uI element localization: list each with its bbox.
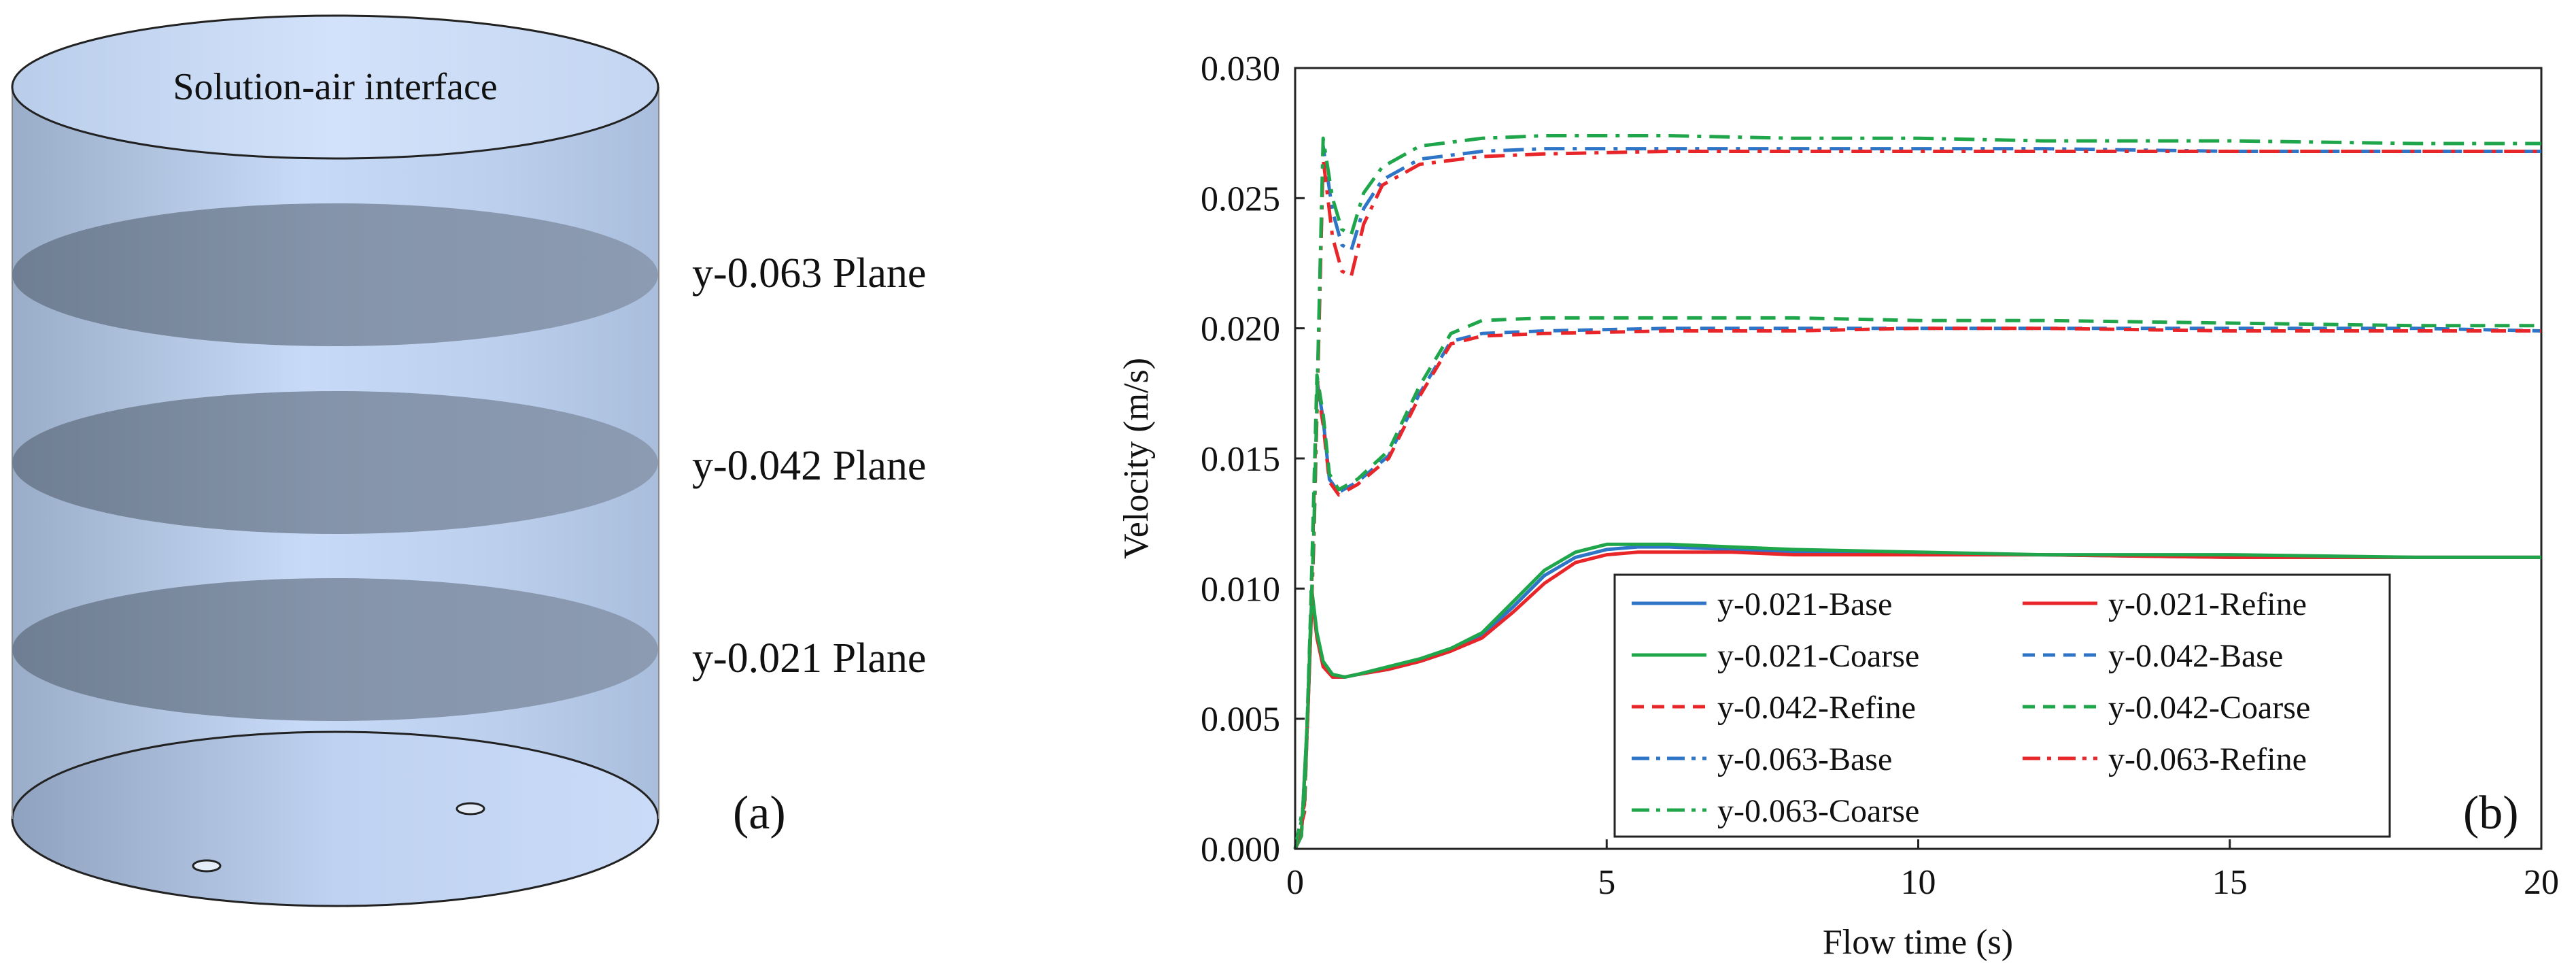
cylinder-bottom	[11, 730, 659, 907]
solution-air-interface	[11, 14, 659, 160]
inlet-hole	[192, 859, 222, 873]
panel-label-b: (b)	[2463, 787, 2519, 839]
plane-y-0.021	[12, 578, 658, 721]
series-line-y-0.021-Coarse	[1293, 542, 2541, 850]
legend-label: y-0.021-Base	[1717, 586, 1892, 622]
y-tick-label: 0.010	[1201, 570, 1280, 609]
legend-label: y-0.021-Coarse	[1717, 638, 1919, 674]
legend-label: y-0.063-Base	[1717, 741, 1892, 777]
x-tick-label: 10	[1901, 863, 1936, 902]
y-tick-label: 0.030	[1201, 50, 1280, 88]
y-tick-label: 0.025	[1201, 180, 1280, 218]
velocity-chart: 0 5 10 15 20 0.0000.0050.0100.0150.0200.0250…	[1117, 50, 2559, 962]
legend-label: y-0.042-Coarse	[2108, 690, 2310, 726]
legend-box	[1613, 573, 2391, 838]
x-tick-label: 15	[2212, 863, 2248, 902]
x-tick-label: 0	[1286, 863, 1304, 902]
plane-label: y-0.021 Plane	[692, 635, 926, 682]
x-axis-label: Flow time (s)	[1823, 923, 2013, 962]
legend-label: y-0.042-Refine	[1717, 690, 1916, 726]
legend-label: y-0.042-Base	[2108, 638, 2283, 674]
y-tick-label: 0.000	[1201, 830, 1280, 869]
legend-label: y-0.021-Refine	[2108, 586, 2307, 622]
series-line-y-0.063-Refine	[1293, 150, 2541, 850]
plane-label: y-0.042 Plane	[692, 443, 926, 489]
x-tick-label: 5	[1598, 863, 1615, 902]
series-layer	[1293, 134, 2542, 850]
y-tick-label: 0.020	[1201, 310, 1280, 349]
legend: y-0.021-Base y-0.021-Refine y-0.021-Coarse…	[1613, 573, 2391, 838]
y-axis-label: Velocity (m/s)	[1117, 358, 1156, 559]
y-tick-label: 0.015	[1201, 440, 1280, 479]
y-axis-ticks: 0.000 0.005 0.010 0.015 0.020 0.025 0.030	[1201, 50, 1305, 869]
legend-label: y-0.063-Coarse	[1717, 793, 1919, 829]
y-tick-label: 0.005	[1201, 701, 1280, 739]
panel-a: Solution-air interface y-0.063 Plane y-0…	[11, 14, 926, 907]
series-line-y-0.063-Coarse	[1293, 134, 2541, 850]
inlet-hole	[456, 802, 485, 816]
plane-label: y-0.063 Plane	[692, 250, 926, 297]
panel-label-a: (a)	[733, 787, 786, 839]
legend-label: y-0.063-Refine	[2108, 741, 2307, 777]
interface-label: Solution-air interface	[173, 66, 497, 108]
plane-y-0.063	[12, 203, 658, 346]
plane-y-0.042	[12, 391, 658, 534]
x-tick-label: 20	[2524, 863, 2559, 902]
x-axis-ticks: 0 5 10 15 20	[1286, 839, 2559, 902]
